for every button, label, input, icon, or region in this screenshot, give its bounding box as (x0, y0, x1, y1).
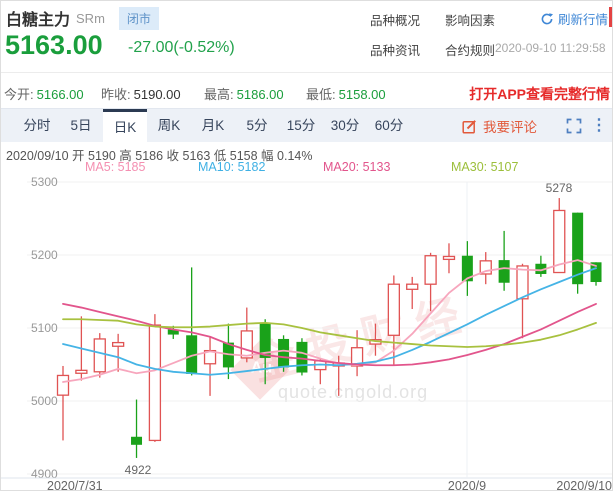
tab-60min[interactable]: 60分 (374, 118, 404, 133)
ma5-label: MA5: 5185 (85, 160, 146, 174)
ma-line-ma10 (62, 267, 597, 376)
menu-variety-overview[interactable]: 品种概况 (370, 14, 421, 28)
y-axis-tick: 5200 (31, 248, 58, 262)
candle-body (553, 209, 566, 274)
candle-body (148, 324, 162, 442)
stat-value: 5158.00 (338, 87, 386, 102)
x-axis-label: 2020/9 (448, 479, 486, 491)
ma-line-ma20 (62, 303, 597, 367)
fullscreen-icon (566, 118, 582, 134)
menu-contract-rules[interactable]: 合约规则 (445, 44, 496, 58)
candle-body (406, 283, 419, 290)
ma20-label: MA20: 5133 (323, 160, 391, 174)
candle-body (498, 260, 510, 283)
market-status-badge: 闭市 (118, 6, 159, 30)
x-axis-label: 2020/9/10 (556, 479, 612, 491)
menu-variety-news[interactable]: 品种资讯 (370, 44, 421, 58)
tab-15min[interactable]: 15分 (286, 118, 316, 133)
candle-body (461, 255, 473, 282)
candle-body (278, 338, 290, 368)
refresh-icon (541, 12, 553, 24)
tab-5min[interactable]: 5分 (246, 118, 268, 133)
refresh-quotes-button[interactable]: 刷新行情 (540, 9, 608, 28)
candle-body (442, 255, 456, 261)
stat-value: 5166.00 (36, 87, 84, 102)
stat-prev-close: 昨收: 5190.00 (101, 84, 181, 103)
ma-line-ma30 (62, 318, 597, 348)
tab-30min[interactable]: 30分 (330, 118, 360, 133)
candle-body (572, 212, 584, 285)
menu-influence-factors[interactable]: 影响因素 (445, 14, 496, 28)
ma30-label: MA30: 5107 (451, 160, 519, 174)
candle-body (93, 338, 106, 373)
price-change: -27.00(-0.52%) (128, 39, 235, 56)
stat-high: 最高: 5186.00 (204, 84, 284, 103)
tab-5day[interactable]: 5日 (70, 118, 92, 133)
candle-body (516, 265, 529, 300)
candle-body (424, 255, 437, 285)
candle-body (131, 436, 143, 445)
candle-body (387, 283, 400, 336)
open-app-link[interactable]: 打开APP查看完整行情 (469, 86, 610, 102)
ma-legend: MA5: 5185 MA10: 5182 MA20: 5133 MA30: 51… (1, 160, 612, 174)
stat-label: 昨收: (101, 87, 131, 102)
candle-body (479, 260, 492, 275)
more-menu-button[interactable]: ⋮ (591, 117, 607, 134)
candle-body (590, 262, 602, 283)
ma-line-ma5 (62, 259, 597, 383)
candle-body (111, 341, 125, 347)
stat-label: 今开: (4, 87, 34, 102)
stat-low: 最低: 5158.00 (306, 84, 386, 103)
candle-body (186, 335, 198, 374)
refresh-label: 刷新行情 (558, 13, 609, 27)
fullscreen-button[interactable] (566, 118, 582, 139)
instrument-header: 白糖主力 SRm 闭市 (6, 6, 159, 30)
candle-body (75, 369, 88, 374)
stat-value: 5186.00 (236, 87, 284, 102)
last-price: 5163.00 (5, 30, 103, 60)
price-annotation: 5278 (546, 181, 573, 195)
x-axis-label: 2020/7/31 (47, 479, 103, 491)
y-axis-tick: 5300 (31, 175, 58, 189)
period-tabbar: 分时 5日 日K 周K 月K 5分 15分 30分 60分 我要评论 ⋮ (1, 108, 612, 144)
candle-body (535, 263, 547, 274)
ma10-label: MA10: 5182 (198, 160, 266, 174)
stat-value: 5190.00 (133, 87, 181, 102)
edge-red-sliver (609, 7, 612, 27)
watermark-url: quote.cngold.org (278, 382, 429, 402)
price-annotation: 4922 (125, 463, 152, 477)
pencil-icon (462, 119, 476, 134)
stat-label: 最低: (306, 87, 336, 102)
instrument-code: SRm (76, 10, 105, 26)
quote-timestamp: 2020-09-10 11:29:58 (495, 41, 606, 55)
instrument-name: 白糖主力 (6, 12, 71, 29)
candle-body (259, 322, 271, 358)
header-divider (1, 72, 612, 73)
y-axis-tick: 5000 (31, 394, 58, 408)
candle-body (56, 374, 70, 396)
ohlc-info-line: 2020/09/10 开 5190 高 5186 收 5163 低 5158 幅… (6, 149, 313, 163)
stat-open: 今开: 5166.00 (4, 84, 84, 103)
comment-label: 我要评论 (483, 120, 537, 135)
comment-button[interactable]: 我要评论 (462, 109, 537, 143)
period-tabs: 分时 5日 日K 周K 月K 5分 15分 30分 60分 (15, 109, 612, 144)
tab-timeline[interactable]: 分时 (23, 118, 51, 133)
candle-body (296, 341, 308, 373)
tab-weekly-k[interactable]: 周K (157, 118, 181, 133)
candle-body (167, 329, 179, 335)
tab-daily-k[interactable]: 日K (103, 109, 147, 144)
tab-monthly-k[interactable]: 月K (201, 118, 225, 133)
stat-label: 最高: (204, 87, 234, 102)
candle-body (240, 330, 253, 359)
y-axis-tick: 5100 (31, 321, 58, 335)
